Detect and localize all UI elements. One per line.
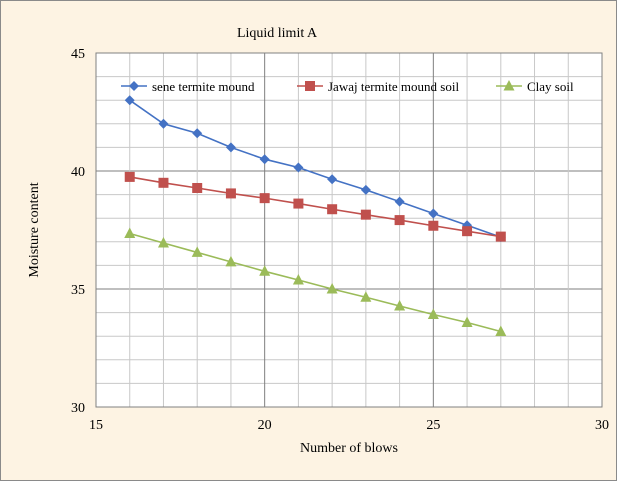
data-point bbox=[462, 226, 473, 237]
legend-label: Jawaj termite mound soil bbox=[328, 79, 459, 94]
x-tick-label: 20 bbox=[258, 418, 272, 433]
legend-item: Jawaj termite mound soil bbox=[297, 79, 459, 94]
series-2 bbox=[124, 171, 506, 242]
x-axis-title: Number of blows bbox=[300, 441, 398, 456]
series-line bbox=[129, 99, 502, 238]
legend-item: Clay soil bbox=[496, 79, 574, 94]
data-point bbox=[259, 154, 270, 165]
y-tick-label: 30 bbox=[71, 401, 85, 416]
data-point bbox=[461, 316, 473, 328]
data-point bbox=[124, 95, 135, 106]
series-line bbox=[129, 176, 501, 238]
data-point bbox=[225, 188, 236, 199]
data-point bbox=[360, 184, 371, 195]
data-point bbox=[158, 177, 169, 188]
series-3 bbox=[124, 227, 507, 336]
legend-label: Clay soil bbox=[527, 79, 574, 94]
series-1 bbox=[124, 95, 506, 243]
legend: sene termite mound Jawaj termite mound so… bbox=[121, 79, 574, 94]
data-point bbox=[192, 182, 203, 193]
legend-item: sene termite mound bbox=[121, 79, 255, 94]
data-point bbox=[292, 274, 304, 285]
data-point bbox=[394, 215, 405, 226]
data-point bbox=[427, 308, 439, 319]
data-point bbox=[495, 231, 506, 242]
chart-title: Liquid limit A bbox=[237, 26, 318, 41]
data-point bbox=[327, 204, 338, 215]
data-point bbox=[157, 236, 169, 248]
y-tick-label: 40 bbox=[71, 165, 85, 180]
legend-marker bbox=[129, 81, 139, 91]
x-tick-label: 15 bbox=[89, 418, 103, 433]
data-point bbox=[394, 299, 406, 311]
data-point bbox=[158, 118, 169, 129]
data-point bbox=[360, 291, 372, 302]
data-point bbox=[327, 174, 338, 185]
x-tick-label: 30 bbox=[595, 418, 609, 433]
data-point bbox=[495, 325, 507, 336]
data-point bbox=[360, 209, 371, 220]
data-point bbox=[293, 198, 304, 209]
series-layer bbox=[124, 95, 507, 336]
plot-area bbox=[96, 53, 602, 407]
y-tick-label: 45 bbox=[71, 47, 85, 62]
y-axis-title: Moisture content bbox=[27, 182, 42, 277]
legend-label: sene termite mound bbox=[152, 79, 255, 94]
tick-layer: 15 20 25 30 30 35 40 45 bbox=[71, 47, 609, 433]
data-point bbox=[192, 128, 203, 139]
data-point bbox=[124, 227, 136, 239]
plot-border bbox=[95, 52, 603, 408]
data-point bbox=[293, 162, 304, 173]
y-tick-label: 35 bbox=[71, 283, 85, 298]
legend-marker bbox=[305, 81, 315, 91]
data-point bbox=[326, 283, 338, 294]
data-point bbox=[124, 171, 135, 182]
data-point bbox=[259, 265, 271, 276]
data-point bbox=[428, 220, 439, 231]
data-point bbox=[225, 142, 236, 153]
data-point bbox=[428, 208, 439, 219]
data-point bbox=[259, 193, 270, 204]
x-tick-label: 25 bbox=[426, 418, 440, 433]
series-line bbox=[129, 232, 502, 333]
legend-marker bbox=[503, 80, 515, 91]
data-point bbox=[394, 196, 405, 207]
data-point bbox=[191, 246, 203, 257]
data-point bbox=[225, 255, 237, 267]
